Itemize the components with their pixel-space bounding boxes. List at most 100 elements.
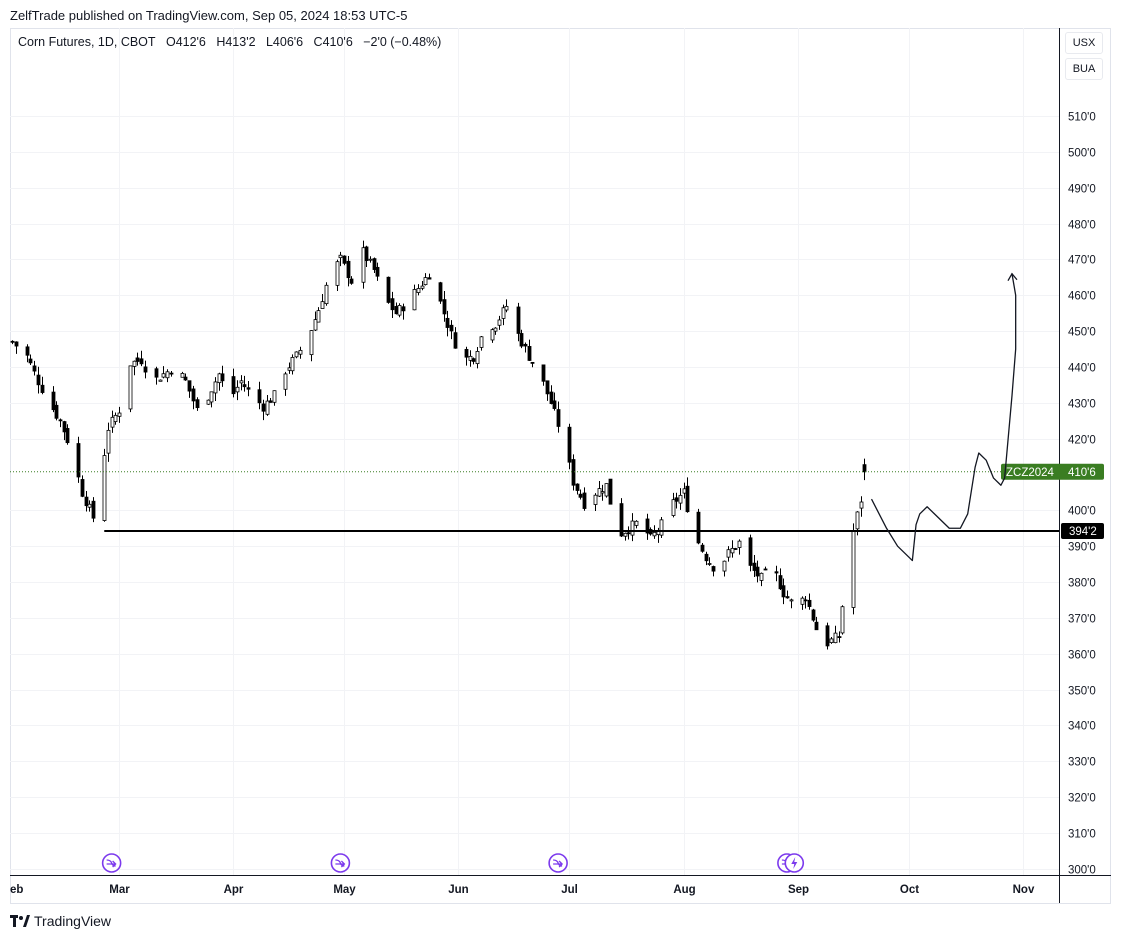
y-tick-label: 310'0 [1068,829,1096,841]
candle-down [711,566,716,572]
candle-up [737,540,742,548]
candle-up [829,638,834,643]
dividends-glyph [335,859,346,868]
candle-down [191,388,196,402]
candle-up [283,373,288,390]
candle-down [519,333,524,347]
candle-up [368,258,373,261]
y-tick-label: 440'0 [1068,363,1096,375]
candle-down [464,348,469,358]
unit-button[interactable]: BUA [1065,58,1103,80]
candle-up [397,305,402,316]
candle-down [571,459,576,486]
candle-up [113,414,118,422]
candle-down [242,384,247,388]
candle-down [700,544,705,552]
candle-down [438,282,443,302]
candle-down [556,409,561,427]
legend-symbol: Corn Futures, 1D, CBOT [18,35,156,49]
candle-up [493,327,498,332]
candle-up [361,247,366,283]
y-tick-label: 420'0 [1068,435,1096,447]
y-tick-label: 460'0 [1068,291,1096,303]
candle-up [855,511,860,530]
legend-close: C410'6 [313,35,353,49]
x-tick-label: Apr [224,884,244,896]
candle-down [453,332,458,349]
candle-down [696,511,701,544]
candle-down [36,374,41,386]
candle-down [807,599,812,607]
candle-down [342,255,347,264]
candle-up [759,572,764,581]
candle-down [442,299,447,315]
candle-down [471,358,476,362]
candle-down [578,493,583,498]
candle-down [143,366,148,373]
candle-down [386,276,391,303]
candle-up [298,349,303,355]
x-tick-label: Jun [448,884,468,896]
candle-down [516,306,521,334]
candle-up [416,288,421,293]
candle-down [523,343,528,347]
candle-up [707,563,712,565]
candle-down [755,566,760,577]
candle-down [183,376,188,381]
candle-up [600,491,605,494]
candle-up [165,371,170,379]
candle-up [671,499,676,516]
current-price-symbol: ZCZ2024 [1006,467,1055,479]
candle-down [390,298,395,311]
candle-up [504,305,509,311]
y-tick-label: 490'0 [1068,184,1096,196]
candle-up [423,277,428,286]
candle-down [552,400,557,409]
candle-down [674,497,679,502]
candle-down [375,266,380,277]
candle-up [722,560,727,572]
support-level-label: 394'2 [1069,526,1097,538]
x-tick-label: Nov [1013,884,1035,896]
candle-down [40,384,45,393]
candle-down [530,361,535,364]
x-tick-label: Oct [900,884,919,896]
y-tick-label: 370'0 [1068,614,1096,626]
candle-down [139,358,144,365]
candle-down [825,625,830,647]
y-tick-label: 380'0 [1068,578,1096,590]
candle-up [789,599,794,602]
candle-down [781,585,786,598]
candle-up [851,530,856,608]
candle-down [54,404,59,419]
candle-down [261,403,266,412]
candle-down [445,317,450,328]
ohlc-legend: Corn Futures, 1D, CBOT O412'6 H413'2 L40… [18,35,441,49]
candle-down [778,575,783,590]
candle-up [634,520,639,526]
candle-up [726,549,731,558]
x-tick-label: Sep [788,884,809,896]
projection-drawing[interactable] [871,273,1017,562]
candle-down [349,278,354,284]
y-tick-label: 470'0 [1068,255,1096,267]
candle-down [76,443,81,478]
candle-up [102,455,107,521]
currency-button[interactable]: USX [1065,32,1103,54]
candle-up [313,319,318,331]
candle-up [290,357,295,372]
candle-up [682,488,687,494]
candle-up [840,606,845,634]
candle-up [659,519,664,536]
support-level-tag [1061,522,1104,539]
candle-down [575,483,580,491]
candle-down [10,340,15,343]
tradingview-logo[interactable]: TradingView [10,913,111,929]
candle-down [763,568,768,571]
candle-up [630,520,635,536]
x-tick-label: eb [10,884,23,896]
candle-up [217,373,222,384]
candle-up [497,319,502,326]
candle-up [324,284,329,305]
